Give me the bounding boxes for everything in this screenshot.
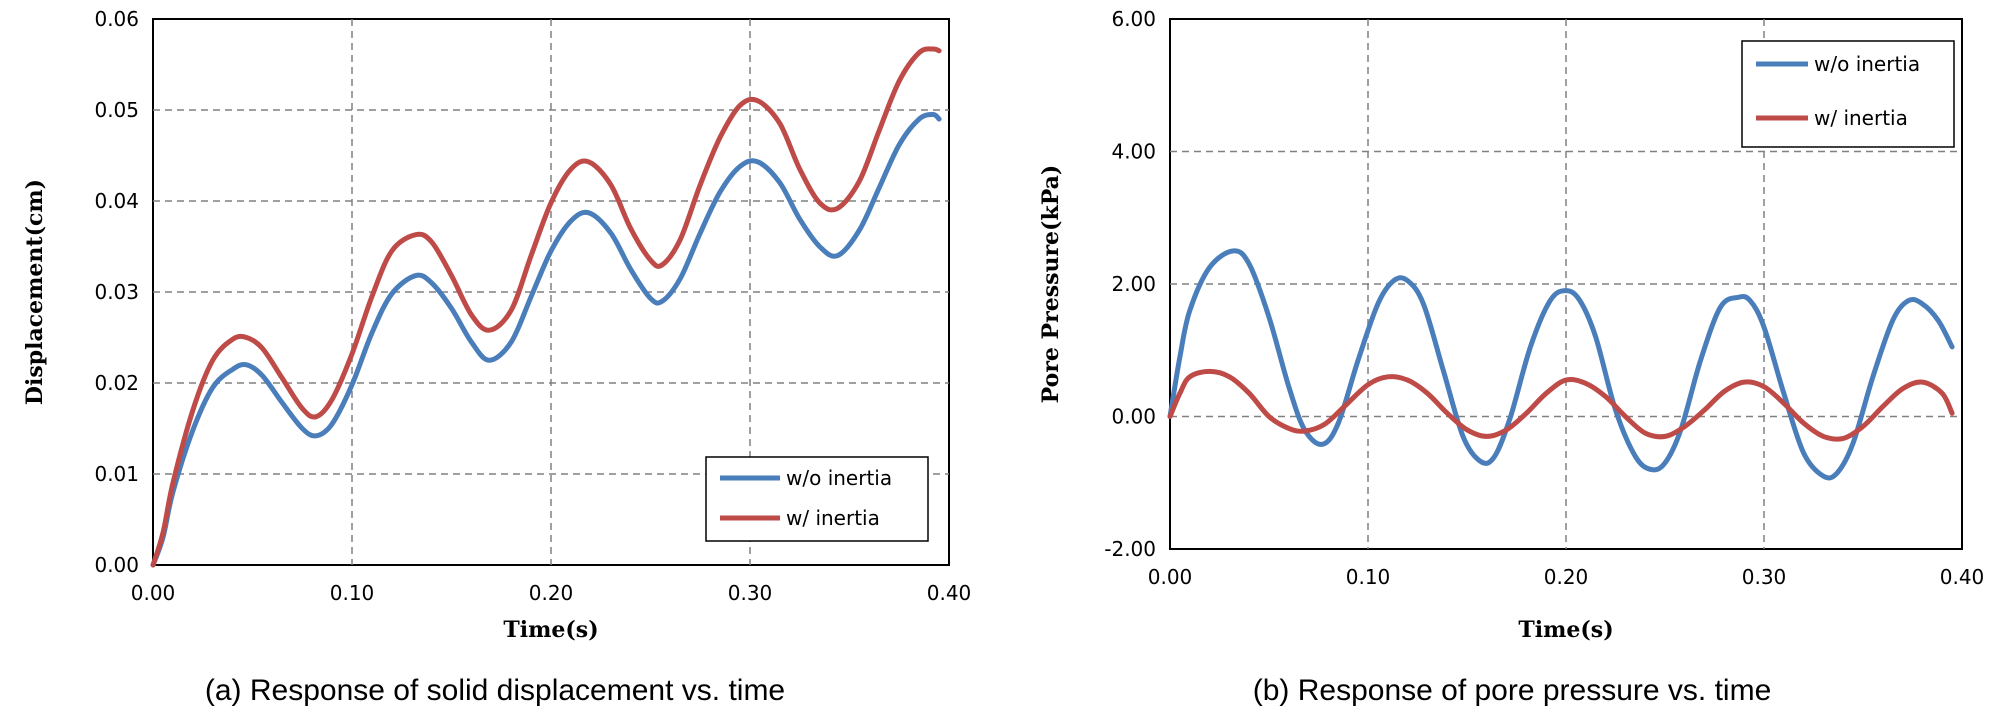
series-line-b-1 (1167, 368, 1955, 442)
legend-box-b (1741, 40, 1955, 148)
y-tick-labels-b: -2.00 0.00 2.00 4.00 6.00 (1104, 7, 1156, 561)
x-tick-b-3: 0.30 (1742, 565, 1787, 589)
series-lines-a (150, 46, 942, 568)
x-tick-labels-b: 0.00 0.10 0.20 0.30 0.40 (1148, 565, 1985, 589)
chart-solid-displacement: 0.00 0.10 0.20 0.30 0.40 0.000.010.020.030.0… (22, 7, 971, 707)
legend-label-a-1: w/ inertia (786, 506, 880, 530)
y-tick-a-5: 0.05 (94, 98, 139, 122)
series-lines-b (1167, 248, 1955, 481)
y-tick-labels-a: 0.00 0.01 0.02 0.03 0.04 0.05 0.06 (94, 7, 139, 577)
legend-label-a-0: w/o inertia (786, 466, 892, 490)
caption-a: (a) Response of solid displacement vs. t… (205, 674, 785, 707)
legend-a: w/o inertia w/ inertia (705, 456, 929, 542)
y-axis-label-b: Pore Pressure(kPa) (1038, 165, 1064, 404)
y-axis-label-a: Displacement(cm) (22, 179, 48, 405)
x-tick-a-3: 0.30 (728, 581, 773, 605)
x-axis-label-b: Time(s) (1518, 617, 1613, 643)
x-axis-label-a: Time(s) (503, 617, 598, 643)
y-tick-a-4: 0.04 (94, 189, 139, 213)
series-line-a-0 (150, 111, 942, 568)
x-tick-a-2: 0.20 (529, 581, 574, 605)
y-tick-a-1: 0.01 (94, 462, 139, 486)
legend-b: w/o inertia w/ inertia (1741, 40, 1955, 148)
x-tick-a-0: 0.00 (131, 581, 176, 605)
y-tick-b-2: 2.00 (1111, 272, 1156, 296)
series-line-b-0 (1167, 248, 1955, 481)
y-tick-b-1: 0.00 (1111, 405, 1156, 429)
x-tick-labels-a: 0.00 0.10 0.20 0.30 0.40 (131, 581, 972, 605)
legend-label-b-1: w/ inertia (1814, 106, 1908, 130)
legend-box-a (705, 456, 929, 542)
legend-label-b-0: w/o inertia (1814, 52, 1920, 76)
y-tick-a-0: 0.00 (94, 553, 139, 577)
y-tick-a-6: 0.06 (94, 7, 139, 31)
y-tick-b-0: -2.00 (1104, 537, 1156, 561)
x-tick-b-1: 0.10 (1346, 565, 1391, 589)
x-tick-a-4: 0.40 (927, 581, 972, 605)
x-tick-b-0: 0.00 (1148, 565, 1193, 589)
y-tick-a-3: 0.03 (94, 280, 139, 304)
x-tick-b-4: 0.40 (1940, 565, 1985, 589)
y-tick-b-4: 6.00 (1111, 7, 1156, 31)
x-tick-b-2: 0.20 (1544, 565, 1589, 589)
x-tick-a-1: 0.10 (330, 581, 375, 605)
chart-pore-pressure: 0.00 0.10 0.20 0.30 0.40 -2.00 0.00 2.00 4.00 6.… (1038, 7, 1984, 707)
y-tick-a-2: 0.02 (94, 371, 139, 395)
y-tick-b-3: 4.00 (1111, 140, 1156, 164)
caption-b: (b) Response of pore pressure vs. time (1253, 674, 1772, 707)
series-line-a-1 (150, 46, 942, 568)
